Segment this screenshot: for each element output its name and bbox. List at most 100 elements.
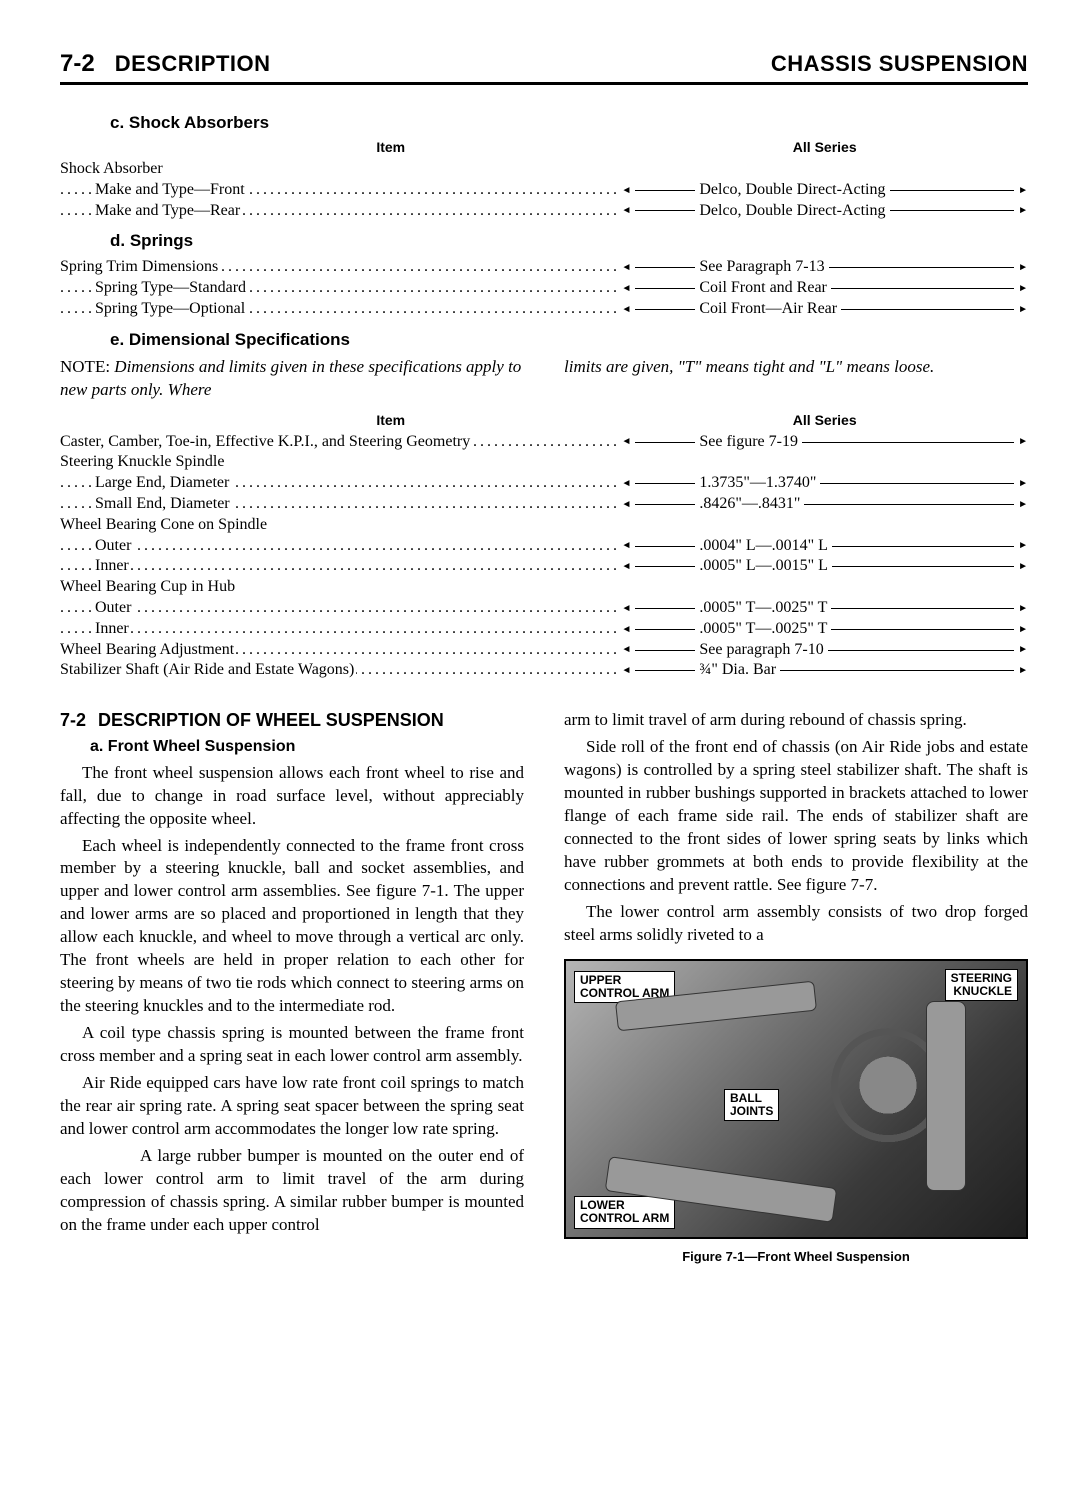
arrow-line [832,566,1014,567]
arrow-right-icon [1018,201,1028,222]
spec-value-text: See Paragraph 7-13 [699,257,824,278]
section-7-2-number: 7-2 [60,709,86,732]
body-col-right: arm to limit travel of arm during reboun… [564,709,1028,1263]
spec-label-text: Outer [95,537,133,554]
arrow-left-icon [621,556,631,577]
spec-value: 1.3735"—1.3740" [621,473,1028,494]
arrow-line [820,483,1014,484]
body-paragraph: Air Ride equipped cars have low rate fro… [60,1072,524,1141]
spec-value [621,452,1028,473]
arrow-line [635,608,695,609]
spec-value-text: .8426"—.8431" [699,494,800,515]
spec-label-text: Spring Type—Optional [95,300,247,317]
col-item-c: Item [60,139,621,155]
fig-label-line: UPPER [580,973,621,987]
spec-value [621,577,1028,598]
arrow-right-icon [1018,660,1028,681]
spec-value: .0005" L—.0015" L [621,556,1028,577]
arrow-right-icon [1018,536,1028,557]
subsection-e-title: Dimensional Specifications [129,330,350,349]
page-title-left: DESCRIPTION [115,51,271,77]
spec-label-text: Wheel Bearing Adjustment [60,641,236,658]
body-paragraph: A coil type chassis spring is mounted be… [60,1022,524,1068]
spec-label: Large End, Diameter [60,473,621,494]
arrow-line [890,190,1015,191]
arrow-line [635,210,695,211]
arrow-right-icon [1018,432,1028,453]
spec-value: ¾" Dia. Bar [621,660,1028,681]
spec-label-text: Caster, Camber, Toe-in, Effective K.P.I.… [60,433,472,450]
arrow-right-icon [1018,473,1028,494]
spec-line: Outer.0005" T—.0025" T [60,598,1028,619]
arrow-line [635,267,695,268]
spec-group-label: Shock Absorber [60,159,621,180]
spec-value-text: See figure 7-19 [699,432,798,453]
spec-value-text: Coil Front and Rear [699,278,827,299]
spec-label: Wheel Bearing Cone on Spindle [60,515,621,536]
note-row: NOTE: Dimensions and limits given in the… [60,356,1028,402]
spec-block-springs: Spring Trim Dimensions See Paragraph 7-13… [60,257,1028,319]
spec-label-text: Inner [95,620,131,637]
arrow-right-icon [1018,619,1028,640]
arrow-line [831,629,1014,630]
spec-line: Spring Type—OptionalCoil Front—Air Rear [60,299,1028,320]
arrow-line [635,546,695,547]
spec-label: Stabilizer Shaft (Air Ride and Estate Wa… [60,660,621,681]
spec-label: Caster, Camber, Toe-in, Effective K.P.I.… [60,432,621,453]
arrow-line [780,670,1014,671]
spec-line: Make and Type—Front Delco, Double Direct-… [60,180,1028,201]
arrow-right-icon [1018,299,1028,320]
spec-label: Outer [60,536,621,557]
spec-label-text: Spring Trim Dimensions [60,258,220,275]
arrow-right-icon [1018,640,1028,661]
arrow-left-icon [621,640,631,661]
col-series-e: All Series [621,412,1028,428]
arrow-right-icon [1018,180,1028,201]
spec-label-text: Inner [95,557,131,574]
spec-value: See Paragraph 7-13 [621,257,1028,278]
subsection-d-letter: d. [110,231,125,250]
spec-label-text: Small End, Diameter [95,495,232,512]
arrow-line [832,546,1014,547]
subsection-c-letter: c. [110,113,124,132]
arrow-left-icon [621,619,631,640]
body-paragraph: The front wheel suspension allows each f… [60,762,524,831]
spec-label-text: Stabilizer Shaft (Air Ride and Estate Wa… [60,661,356,678]
spec-value: .0005" T—.0025" T [621,598,1028,619]
spec-block-dim: Caster, Camber, Toe-in, Effective K.P.I.… [60,432,1028,682]
arrow-left-icon [621,660,631,681]
body-paragraph: arm to limit travel of arm during reboun… [564,709,1028,732]
spec-line: Spring Trim Dimensions See Paragraph 7-13 [60,257,1028,278]
spec-block-shock: Shock Absorber Make and Type—Front Delco,… [60,159,1028,221]
subsection-e: e. Dimensional Specifications [110,330,1028,350]
fig-label-steering-knuckle: STEERINGKNUCKLE [945,969,1018,1001]
figure-7-1: UPPERCONTROL ARM STEERINGKNUCKLE BALLJOI… [564,959,1028,1264]
spec-label-text: Spring Type—Standard [95,279,248,296]
spec-line: Shock Absorber [60,159,1028,180]
spec-line: Spring Type—Standard Coil Front and Rear [60,278,1028,299]
spec-line: Steering Knuckle Spindle [60,452,1028,473]
spec-label-text: Make and Type—Front [95,181,247,198]
spec-label: Wheel Bearing Cup in Hub [60,577,621,598]
arrow-line [635,288,695,289]
arrow-line [804,504,1014,505]
spec-label: Make and Type—Front [60,180,621,201]
spec-value-text: Delco, Double Direct-Acting [699,180,885,201]
spec-label-text: Wheel Bearing Cup in Hub [60,578,237,595]
arrow-right-icon [1018,278,1028,299]
spec-value: Delco, Double Direct-Acting [621,201,1028,222]
subsection-d-title: Springs [130,231,193,250]
arrow-line [841,309,1014,310]
arrow-left-icon [621,536,631,557]
body-paragraph: The lower control arm assembly consists … [564,901,1028,947]
spec-label-text: Steering Knuckle Spindle [60,453,226,470]
note-left-text: Dimensions and limits given in these spe… [60,357,521,399]
arrow-left-icon [621,432,631,453]
spec-value-text: See paragraph 7-10 [699,640,823,661]
body-paragraph: A large rubber bumper is mounted on the … [60,1145,524,1237]
arrow-line [635,442,695,443]
arrow-line [831,608,1014,609]
spec-line: Large End, Diameter1.3735"—1.3740" [60,473,1028,494]
body-paragraph: Side roll of the front end of chassis (o… [564,736,1028,897]
arrow-line [635,504,695,505]
